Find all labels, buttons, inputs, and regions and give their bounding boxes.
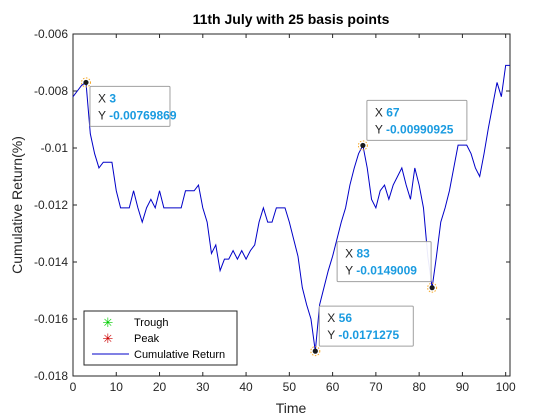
datatip-y-3: Y -0.0171275 xyxy=(327,328,399,342)
datatip-box-0 xyxy=(89,85,171,127)
x-tick-label-10: 100 xyxy=(496,380,516,394)
x-tick-label-5: 50 xyxy=(283,380,297,394)
y-axis-label: Cumulative Return(%) xyxy=(9,136,25,274)
x-tick-label-7: 70 xyxy=(369,380,383,394)
datatip-y-value-2: -0.0149009 xyxy=(356,264,417,278)
datatip-halo-2 xyxy=(427,282,438,293)
datatip-x-value-2: 83 xyxy=(356,247,370,261)
x-tick-label-6: 60 xyxy=(326,380,340,394)
datatip-point-3 xyxy=(312,348,318,354)
datatip-halo-0 xyxy=(80,77,91,88)
legend-label-0: Trough xyxy=(134,317,168,329)
legend-label-1: Peak xyxy=(134,333,160,345)
y-tick-label-3: -0.012 xyxy=(34,198,68,212)
datatip-x-0: X 3 xyxy=(98,91,116,105)
x-tick-label-0: 0 xyxy=(70,380,77,394)
x-tick-label-8: 80 xyxy=(412,380,426,394)
y-tick-label-4: -0.01 xyxy=(41,141,69,155)
legend-star-icon-1: ✳ xyxy=(103,332,114,347)
x-tick-label-4: 40 xyxy=(239,380,253,394)
datatip-point-0 xyxy=(83,79,89,86)
datatip-x-value-3: 56 xyxy=(339,311,353,325)
datatip-point-1 xyxy=(360,142,366,149)
datatip-box-2 xyxy=(336,241,432,283)
datatip-x-1: X 67 xyxy=(375,105,400,119)
y-tick-label-6: -0.006 xyxy=(34,27,68,41)
x-tick-label-9: 90 xyxy=(456,380,470,394)
chart-title: 11th July with 25 basis points xyxy=(193,11,390,27)
datatip-y-1: Y -0.00990925 xyxy=(375,122,454,136)
x-tick-label-3: 30 xyxy=(196,380,210,394)
datatip-box-3 xyxy=(318,305,414,347)
datatip-box-1 xyxy=(366,99,468,141)
y-tick-label-0: -0.018 xyxy=(34,369,68,383)
x-tick-label-1: 10 xyxy=(110,380,124,394)
plot-area: 0 10 20 30 40 50 60 70 80 90 100 -0.018 -0.016 -0.014… xyxy=(34,27,516,394)
legend-label-2: Cumulative Return xyxy=(134,349,225,361)
datatip-y-2: Y -0.0149009 xyxy=(345,264,417,278)
y-tick-label-2: -0.014 xyxy=(34,255,68,269)
y-tick-label-1: -0.016 xyxy=(34,312,68,326)
datatip-y-0: Y -0.00769869 xyxy=(98,108,177,122)
datatip-x-2: X 83 xyxy=(345,247,370,261)
datatip-y-value-3: -0.0171275 xyxy=(338,328,399,342)
datatip-x-value-0: 3 xyxy=(109,91,116,105)
datatip-y-value-0: -0.00769869 xyxy=(109,108,177,122)
datatip-point-2 xyxy=(429,285,435,291)
datatip-halo-1 xyxy=(357,140,368,151)
x-axis-label: Time xyxy=(276,400,307,416)
series-line-0 xyxy=(72,64,510,352)
datatip-x-3: X 56 xyxy=(327,311,352,325)
datatip-y-value-1: -0.00990925 xyxy=(386,122,454,136)
legend-box xyxy=(83,310,238,366)
datatip-halo-3 xyxy=(310,346,321,357)
legend-star-icon-0: ✳ xyxy=(103,316,114,331)
x-tick-label-2: 20 xyxy=(153,380,167,394)
datatip-x-value-1: 67 xyxy=(386,105,400,119)
y-tick-label-5: -0.008 xyxy=(34,84,68,98)
